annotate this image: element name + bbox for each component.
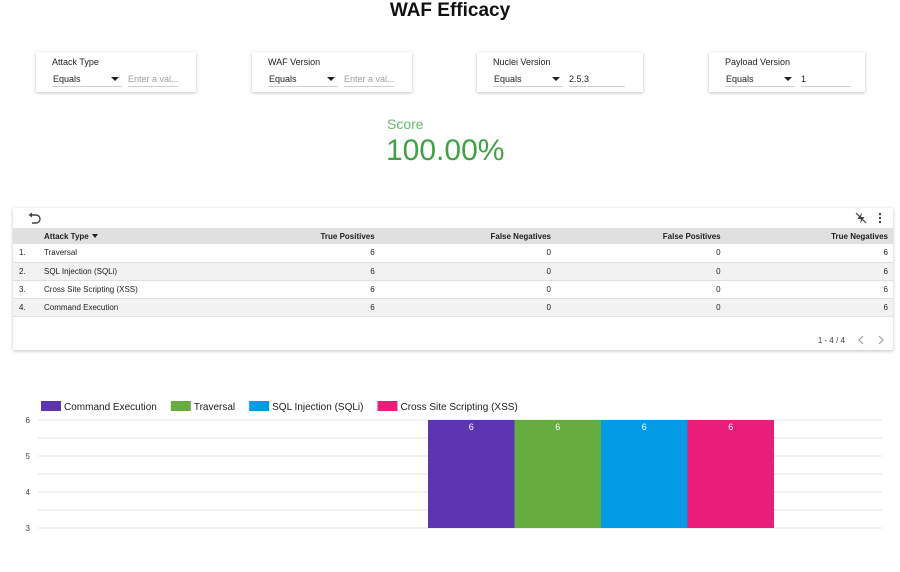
operator-select[interactable]: Equals [725,72,795,87]
row-index: 4. [13,298,39,317]
results-table: Attack Type True Positives False Negativ… [13,228,893,317]
y-tick-label: 3 [26,524,31,533]
index-header [13,228,39,244]
row-index: 2. [13,262,39,281]
column-header-true-positives[interactable]: True Positives [219,228,380,244]
lightning-off-icon[interactable] [855,212,867,224]
row-index: 1. [13,244,39,263]
column-header-false-negatives[interactable]: False Negatives [379,228,556,244]
table-header-row: Attack Type True Positives False Negativ… [13,228,893,244]
pagination-range: 1 - 4 / 4 [817,335,845,345]
more-vert-icon[interactable] [877,212,883,224]
score-label: Score [387,116,424,132]
filter-value-input[interactable] [569,72,625,87]
cell-true-positives: 6 [219,244,380,263]
filter-value-input[interactable] [801,72,851,87]
cell-true-negatives: 6 [725,280,893,299]
legend-label: Command Execution [64,402,157,413]
caret-down-icon [327,77,335,81]
operator-value: Equals [269,74,297,84]
table-row[interactable]: 4. Command Execution 6 0 0 6 [13,298,893,317]
cell-false-negatives: 0 [379,280,556,299]
column-header-false-positives[interactable]: False Positives [555,228,726,244]
cell-false-negatives: 0 [379,262,556,281]
y-tick-label: 4 [26,488,31,497]
filter-value-input[interactable] [344,72,394,87]
row-index: 3. [13,280,39,299]
undo-icon[interactable] [27,212,41,224]
bar-data-label: 6 [642,422,647,432]
operator-value: Equals [726,74,754,84]
cell-true-negatives: 6 [725,298,893,317]
caret-down-icon [552,77,560,81]
cell-false-positives: 0 [555,298,726,317]
legend-label: Traversal [194,402,235,413]
table-toolbar [13,208,893,228]
table-row[interactable]: 3. Cross Site Scripting (XSS) 6 0 0 6 [13,280,893,299]
bar [601,420,688,528]
y-tick-label: 5 [26,452,31,461]
filter-label: WAF Version [268,57,321,67]
cell-true-positives: 6 [219,280,380,299]
cell-false-negatives: 0 [379,244,556,263]
operator-value: Equals [53,74,81,84]
filter-label: Payload Version [725,57,791,67]
bar-chart: Command Execution Traversal SQL Injection … [26,401,882,533]
score-value: 100.00% [386,134,505,167]
column-header-attack-type[interactable]: Attack Type [39,228,219,244]
table-row[interactable]: 1. Traversal 6 0 0 6 [13,244,893,263]
cell-false-positives: 0 [555,280,726,299]
filter-label: Nuclei Version [493,57,551,67]
operator-select[interactable]: Equals [268,72,338,87]
results-table-card: Attack Type True Positives False Negativ… [13,208,893,350]
pagination: 1 - 4 / 4 [818,335,885,345]
caret-down-icon [784,77,792,81]
cell-false-positives: 0 [555,244,726,263]
bar-data-label: 6 [728,422,733,432]
bar [514,420,601,528]
legend-swatch [41,401,61,411]
filter-label: Attack Type [52,57,99,67]
page-title: WAF Efficacy [389,0,511,21]
operator-select[interactable]: Equals [493,72,563,87]
legend-label: SQL Injection (SQLi) [272,402,363,413]
chevron-right-icon[interactable] [877,335,885,345]
legend-label: Cross Site Scripting (XSS) [400,402,517,413]
column-header-label: Attack Type [44,231,89,241]
bar-data-label: 6 [555,422,560,432]
cell-true-negatives: 6 [725,244,893,263]
legend-swatch [170,401,191,411]
filter-value-input[interactable] [128,72,178,87]
column-header-true-negatives[interactable]: True Negatives [725,228,893,244]
cell-attack-type: SQL Injection (SQLi) [39,262,219,281]
legend-swatch [377,401,398,411]
bar [428,420,515,528]
caret-down-icon [111,77,119,81]
chevron-left-icon[interactable] [857,335,865,345]
cell-true-positives: 6 [219,262,380,281]
operator-value: Equals [494,74,522,84]
legend-swatch [249,401,270,411]
filter-nuclei-version[interactable]: Nuclei Version Equals [477,52,643,92]
sort-desc-icon [91,233,98,238]
cell-attack-type: Traversal [39,244,219,263]
filter-waf-version[interactable]: WAF Version Equals [252,52,412,92]
operator-select[interactable]: Equals [52,72,122,87]
cell-false-negatives: 0 [379,298,556,317]
filter-payload-version[interactable]: Payload Version Equals [709,52,865,92]
cell-true-negatives: 6 [725,262,893,281]
cell-true-positives: 6 [219,298,380,317]
cell-attack-type: Command Execution [39,298,219,317]
cell-attack-type: Cross Site Scripting (XSS) [39,280,219,299]
bar [687,420,774,528]
table-row[interactable]: 2. SQL Injection (SQLi) 6 0 0 6 [13,262,893,281]
filter-attack-type[interactable]: Attack Type Equals [36,52,196,92]
cell-false-positives: 0 [555,262,726,281]
bar-data-label: 6 [469,422,474,432]
y-tick-label: 6 [26,416,31,425]
